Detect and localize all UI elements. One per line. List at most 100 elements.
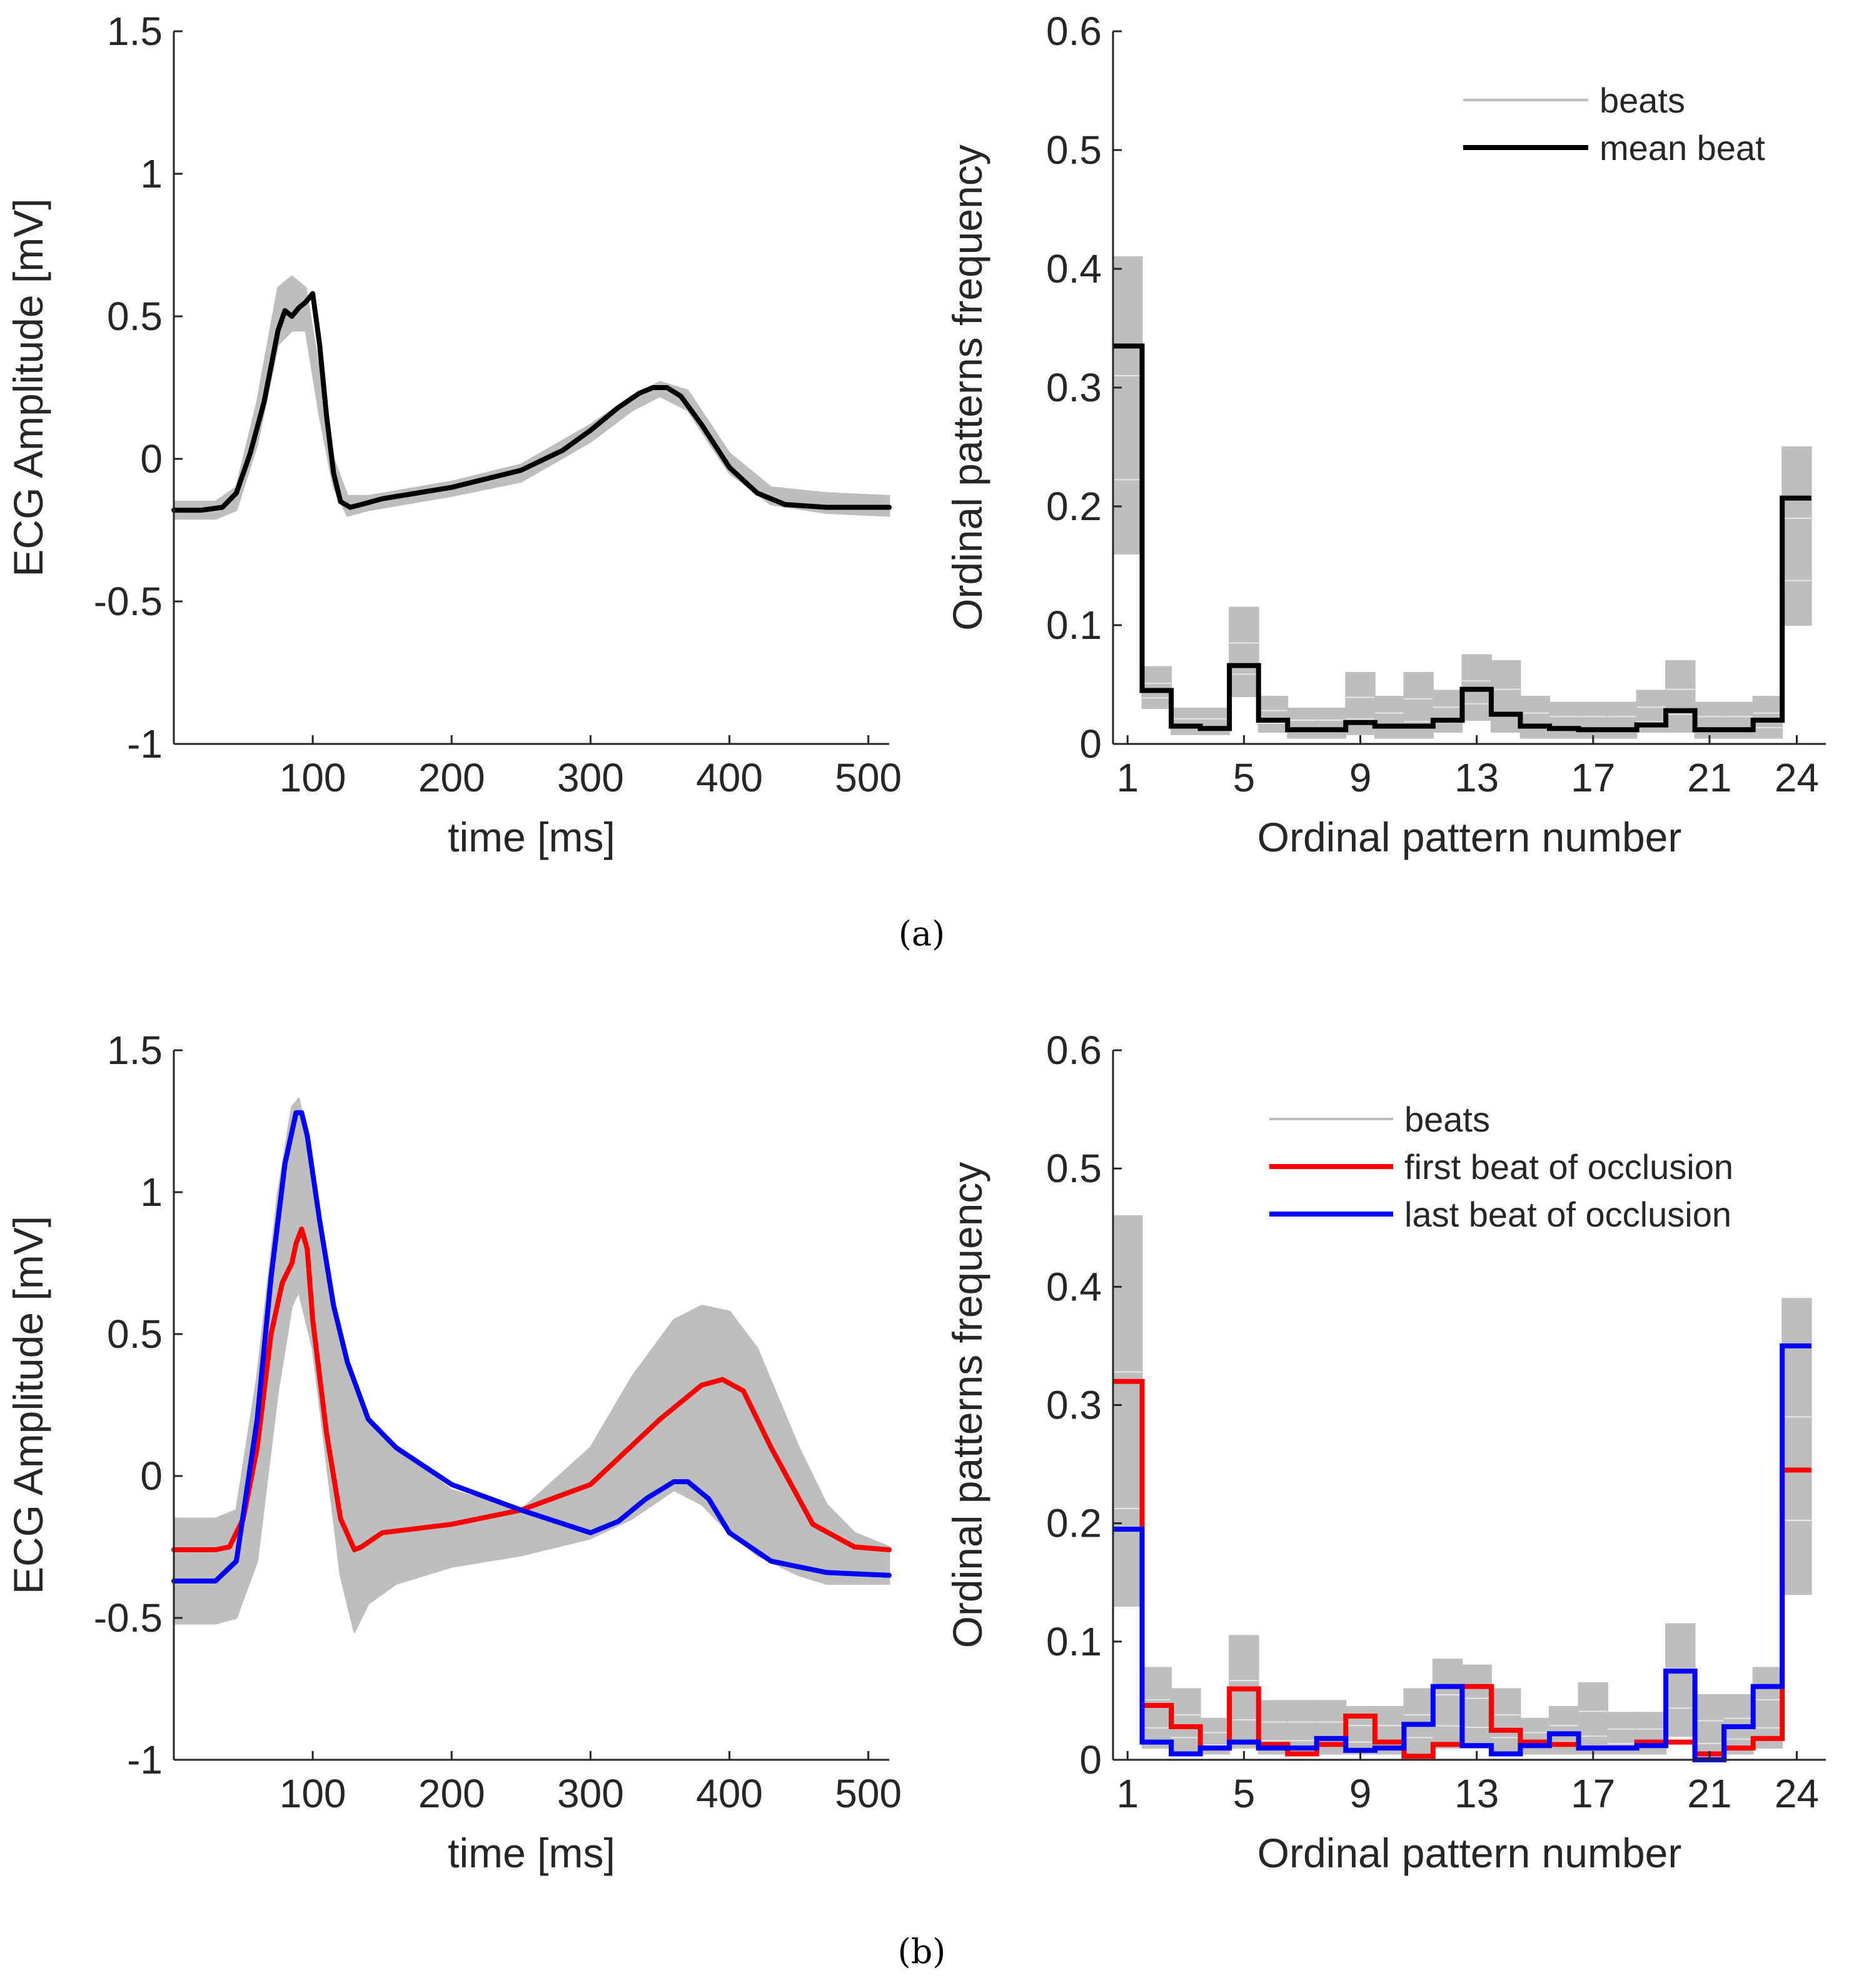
x-tick-label: 21 xyxy=(1687,1771,1731,1816)
y-tick-label: 0.5 xyxy=(1046,128,1102,173)
beats-range-bar xyxy=(1665,1623,1696,1737)
axes: 1 5 9 13 17 21 24 0 0.1 0.2 0.3 0.4 0.5 0.6 Ordinal pa… xyxy=(944,1028,1826,1876)
x-tick-label: 200 xyxy=(418,1771,485,1816)
beats-range-bar xyxy=(1694,701,1725,739)
beats-range-bar xyxy=(1316,708,1347,739)
beats-range-bar xyxy=(1432,690,1463,733)
beats-range-bar xyxy=(1490,1688,1521,1755)
x-tick-label: 13 xyxy=(1454,1771,1499,1816)
x-tick-label: 1 xyxy=(1116,755,1139,800)
beats-range-bar xyxy=(1519,1717,1550,1755)
x-tick-label: 9 xyxy=(1349,755,1372,800)
x-tick-label: 500 xyxy=(835,1771,902,1816)
series-line-last-beat-of-occlusion xyxy=(171,1110,892,1584)
y-tick-label: 0.4 xyxy=(1046,246,1102,291)
beats-range-bar xyxy=(1781,446,1812,626)
x-axis-label: Ordinal pattern number xyxy=(1257,1830,1682,1876)
y-tick-label: 0.4 xyxy=(1046,1264,1102,1309)
beats-range-bar xyxy=(1665,660,1696,733)
beats-range-bar xyxy=(1578,701,1609,739)
legend-label: first beat of occlusion xyxy=(1404,1147,1733,1187)
beats-range-bar xyxy=(1229,606,1259,697)
x-axis-label: time [ms] xyxy=(448,814,615,860)
legend: beats first beat of occlusion last beat of… xyxy=(1269,1100,1733,1234)
y-tick-label: 0 xyxy=(1079,1737,1102,1782)
beats-range-bar xyxy=(1257,696,1289,733)
x-axis-label: Ordinal pattern number xyxy=(1257,814,1682,860)
y-tick-label: 0 xyxy=(140,436,163,481)
beats-range-bar xyxy=(1490,660,1521,733)
y-tick-label: -1 xyxy=(127,721,163,766)
y-tick-label: 1 xyxy=(140,151,163,196)
beats-range-bar xyxy=(1723,701,1754,739)
y-tick-label: 0.1 xyxy=(1046,1619,1102,1664)
x-tick-label: 300 xyxy=(557,1771,624,1816)
beats-range-bar xyxy=(1752,1667,1783,1749)
x-tick-label: 1 xyxy=(1116,1771,1139,1816)
y-tick-label: 0.3 xyxy=(1046,1383,1102,1428)
x-tick-label: 24 xyxy=(1775,755,1819,800)
beats-range-bar xyxy=(1374,696,1405,739)
beats-range-bar xyxy=(1171,708,1201,735)
ecg-plot-b: 100 200 300 400 500 -1 -0.5 0 0.5 1 1.5 time [ms] EC… xyxy=(5,1028,902,1876)
legend-label: mean beat xyxy=(1600,128,1765,168)
beats-range-bar xyxy=(1781,1298,1812,1595)
beats-range-bar xyxy=(1461,1664,1492,1749)
y-axis-label: Ordinal patterns frequency xyxy=(944,1162,990,1649)
y-tick-label: 0.5 xyxy=(1046,1146,1102,1191)
series-line-mean-beat xyxy=(171,291,892,513)
x-tick-label: 21 xyxy=(1687,755,1731,800)
beats-range-bar xyxy=(1112,1215,1143,1607)
beats-range-bar xyxy=(1141,666,1172,709)
x-tick-label: 5 xyxy=(1233,755,1256,800)
y-tick-label: 0.1 xyxy=(1046,603,1102,648)
beats-range-bar xyxy=(1229,1635,1259,1749)
ordinal-hist-b: 1 5 9 13 17 21 24 0 0.1 0.2 0.3 0.4 0.5 0.6 Ordinal pa… xyxy=(944,1028,1826,1876)
axes: 100 200 300 400 500 -1 -0.5 0 0.5 1 1.5 time [ms] EC… xyxy=(5,1028,902,1876)
x-tick-label: 100 xyxy=(280,1771,346,1816)
x-tick-label: 200 xyxy=(418,755,485,800)
x-axis-label: time [ms] xyxy=(448,1830,615,1876)
caption-b: (b) xyxy=(898,1932,946,1971)
beats-range-bar xyxy=(1578,1682,1609,1755)
axes: 1 5 9 13 17 21 24 0 0.1 0.2 0.3 0.4 0.5 0.6 Ordinal pa… xyxy=(944,9,1826,860)
y-tick-label: 1.5 xyxy=(107,9,163,54)
axes: 100 200 300 400 500 -1 -0.5 0 0.5 1 1.5 time [ms] EC… xyxy=(5,9,902,860)
y-axis-label: ECG Amplitude [mV] xyxy=(5,1216,51,1594)
legend-label: last beat of occlusion xyxy=(1404,1195,1731,1234)
y-tick-label: 0.6 xyxy=(1046,9,1102,54)
x-tick-label: 400 xyxy=(696,1771,763,1816)
caption-a: (a) xyxy=(899,914,945,953)
beats-range-bar xyxy=(1752,696,1783,739)
beats-range-bar xyxy=(1432,1659,1463,1749)
ecg-plot-a: 100 200 300 400 500 -1 -0.5 0 0.5 1 1.5 time [ms] EC… xyxy=(5,9,902,860)
x-tick-label: 24 xyxy=(1775,1771,1819,1816)
beats-range-bar xyxy=(1403,1688,1434,1755)
legend: beats mean beat xyxy=(1463,81,1765,168)
y-tick-label: -1 xyxy=(127,1737,163,1782)
beats-range-bar xyxy=(1607,701,1638,739)
series-step-last-beat-of-occlusion xyxy=(1113,1343,1811,1762)
beats-range-bar xyxy=(1694,1694,1725,1760)
beats-band xyxy=(173,275,890,520)
legend-label: beats xyxy=(1600,81,1685,120)
y-tick-label: 0.3 xyxy=(1046,365,1102,410)
ordinal-hist-a: 1 5 9 13 17 21 24 0 0.1 0.2 0.3 0.4 0.5 0.6 Ordinal pa… xyxy=(944,9,1826,860)
y-tick-label: 0.2 xyxy=(1046,1501,1102,1546)
beats-range-bar xyxy=(1548,701,1579,739)
beats-range-bar xyxy=(1519,696,1550,739)
x-tick-label: 300 xyxy=(557,755,624,800)
series-step-mean-beat xyxy=(1113,343,1811,733)
y-tick-label: 0.5 xyxy=(107,1312,163,1357)
y-tick-label: 1 xyxy=(140,1170,163,1215)
beats-range-bar xyxy=(1345,672,1376,735)
x-tick-label: 17 xyxy=(1571,1771,1615,1816)
x-tick-label: 400 xyxy=(696,755,763,800)
x-tick-label: 17 xyxy=(1571,755,1615,800)
beats-range-bar xyxy=(1287,708,1317,739)
legend-label: beats xyxy=(1404,1100,1490,1139)
y-tick-label: 0 xyxy=(140,1453,163,1499)
x-tick-label: 9 xyxy=(1349,1771,1372,1816)
series-line-first-beat-of-occlusion xyxy=(171,1227,892,1552)
